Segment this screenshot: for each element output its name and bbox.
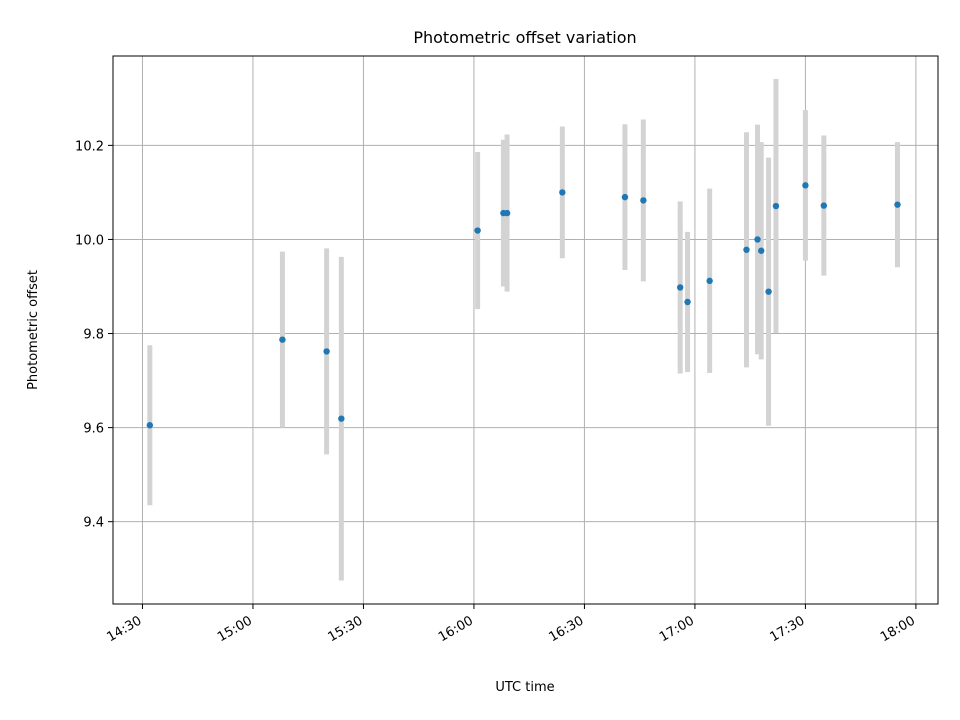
x-tick-label: 17:00 [657, 613, 697, 645]
x-tick-label: 14:30 [105, 613, 145, 645]
x-axis-label: UTC time [495, 680, 554, 695]
data-point [743, 246, 750, 253]
chart-title: Photometric offset variation [413, 28, 636, 47]
y-axis-ticks: 9.4 9.6 9.8 10.0 10.2 [75, 139, 113, 531]
data-point [640, 197, 647, 204]
data-point [279, 336, 286, 343]
y-tick-label: 9.8 [83, 328, 104, 343]
error-bars [147, 79, 900, 581]
data-point [338, 415, 345, 422]
data-point [894, 201, 901, 208]
data-point [706, 277, 713, 285]
x-axis-ticks: 14:30 15:00 15:30 16:00 16:30 17:00 17:30 18:00 [105, 604, 918, 645]
data-point [772, 202, 780, 210]
data-point [323, 348, 330, 355]
data-point [474, 227, 481, 234]
y-axis-label: Photometric offset [26, 270, 41, 390]
grid [113, 56, 938, 604]
data-point [754, 236, 761, 243]
y-tick-label: 9.6 [83, 422, 104, 437]
data-point [146, 422, 154, 429]
data-points [146, 182, 901, 429]
y-tick-label: 10.0 [75, 233, 104, 248]
data-point [684, 298, 691, 306]
x-tick-label: 15:30 [325, 613, 365, 645]
data-point [621, 193, 629, 201]
x-tick-label: 18:00 [878, 613, 918, 645]
y-tick-label: 10.2 [75, 139, 104, 154]
data-point [820, 202, 828, 209]
data-point [503, 209, 511, 217]
data-point [559, 189, 566, 196]
x-tick-label: 16:30 [546, 613, 586, 645]
y-tick-label: 9.4 [83, 516, 104, 531]
data-point [802, 182, 809, 189]
x-tick-label: 16:00 [436, 613, 476, 645]
data-point [758, 247, 765, 254]
plot-frame [112, 55, 939, 605]
x-tick-label: 17:30 [767, 613, 807, 645]
data-point [765, 288, 772, 295]
x-tick-label: 15:00 [215, 613, 255, 645]
data-point [676, 284, 684, 291]
